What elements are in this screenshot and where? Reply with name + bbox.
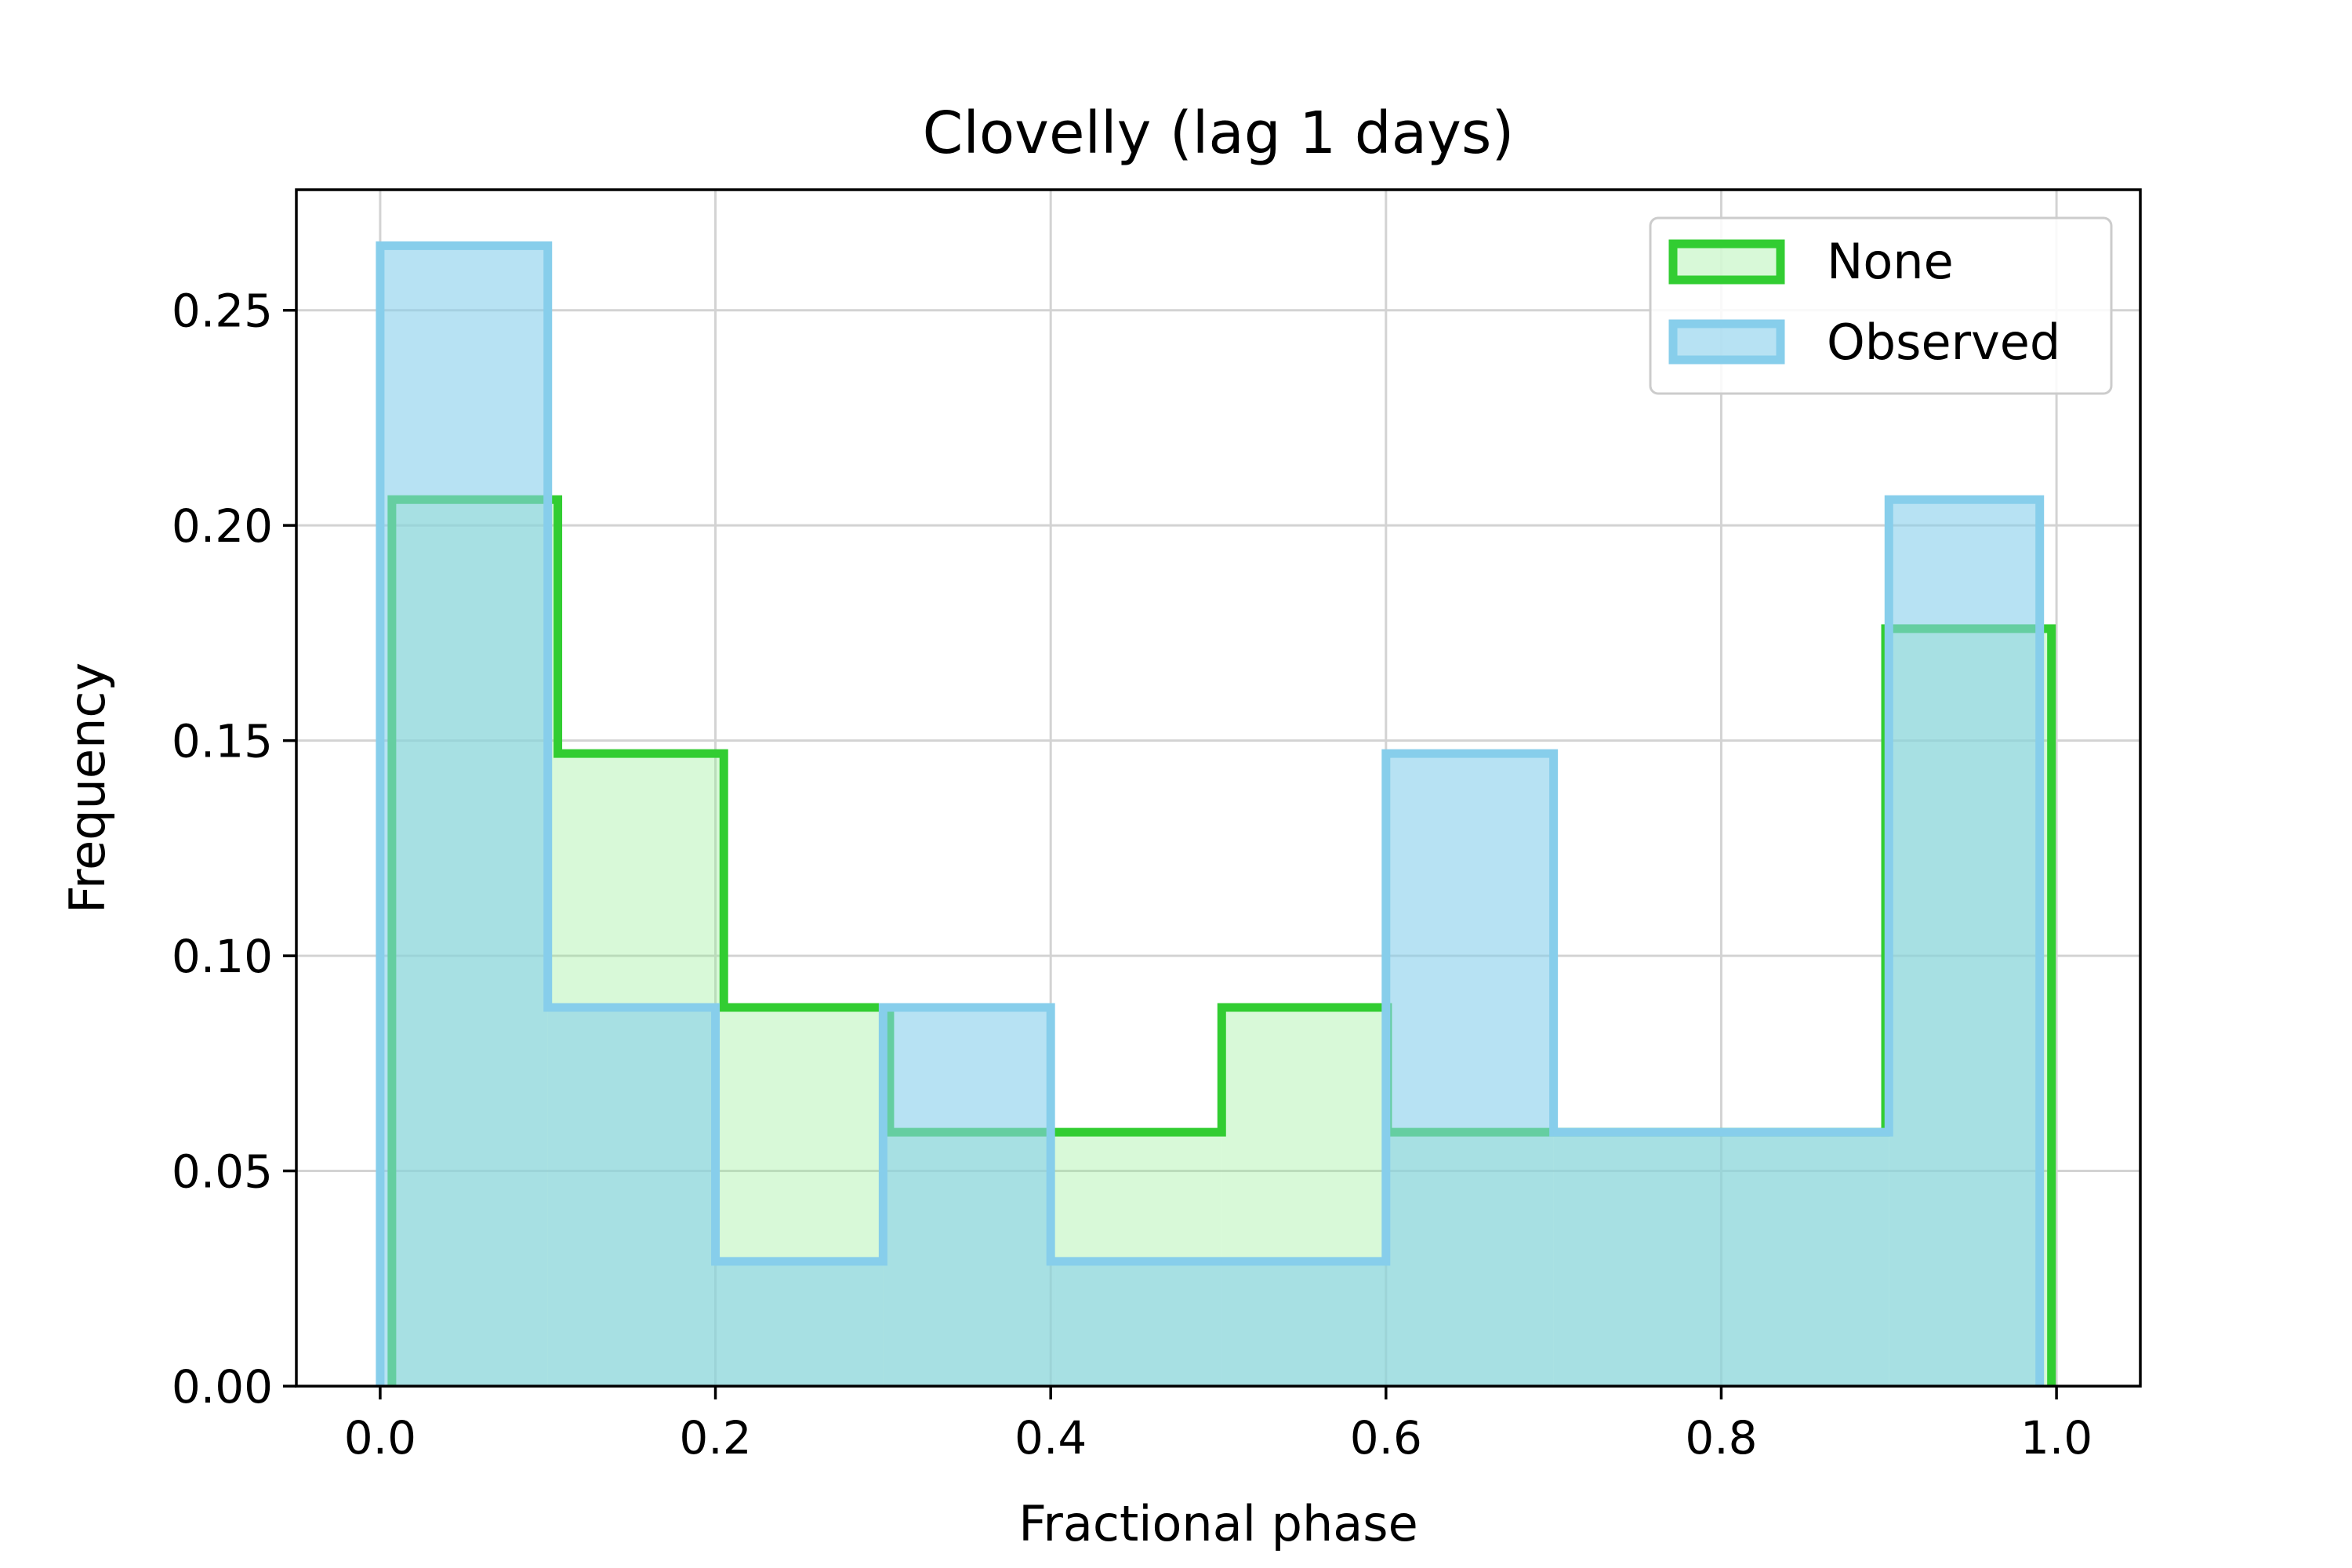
x-tick-label: 0.0 <box>344 1411 416 1465</box>
y-tick-label: 0.10 <box>172 930 273 983</box>
histogram-bar-observed <box>1051 1261 1218 1386</box>
histogram-bar-observed <box>1721 1132 1889 1386</box>
histogram-bar-observed <box>1553 1132 1722 1386</box>
y-tick-label: 0.20 <box>172 499 273 553</box>
histogram-series <box>376 241 2056 1386</box>
y-tick-label: 0.15 <box>172 715 273 768</box>
legend: None Observed <box>1649 216 2113 395</box>
legend-label-observed: Observed <box>1827 314 2060 371</box>
x-tick-label: 0.2 <box>679 1411 751 1465</box>
y-tick-label: 0.00 <box>172 1360 273 1414</box>
legend-label-none: None <box>1827 233 1954 290</box>
x-axis-label: Fractional phase <box>1018 1495 1418 1552</box>
y-axis-label: Frequency <box>59 662 116 913</box>
chart-title: Clovelly (lag 1 days) <box>923 100 1515 167</box>
histogram-outline-observed <box>376 241 2045 1386</box>
legend-swatch-none <box>1668 239 1785 285</box>
x-tick-label: 1.0 <box>2020 1411 2092 1465</box>
legend-swatch-observed <box>1668 319 1785 365</box>
plot-frame <box>295 188 2142 1388</box>
histogram-bar-observed <box>547 1007 716 1386</box>
y-tick-label: 0.05 <box>172 1145 273 1199</box>
histogram-bar-observed <box>883 1007 1051 1386</box>
histogram-bar-observed <box>715 1261 884 1386</box>
histogram-bar-observed <box>1889 499 2040 1386</box>
x-axis-ticks: 0.0 0.2 0.4 0.6 0.8 1.0 <box>344 1386 2092 1465</box>
x-tick-label: 0.8 <box>1685 1411 1757 1465</box>
series-observed <box>376 241 2045 1386</box>
y-tick-label: 0.25 <box>172 285 273 338</box>
histogram-bar-observed <box>1385 753 1554 1386</box>
histogram-bar-observed <box>1218 1261 1386 1386</box>
histogram-bar-observed <box>379 245 548 1386</box>
x-tick-label: 0.6 <box>1350 1411 1422 1465</box>
x-tick-label: 0.4 <box>1014 1411 1087 1465</box>
y-axis-ticks: 0.00 0.05 0.10 0.15 0.20 0.25 <box>172 285 296 1414</box>
